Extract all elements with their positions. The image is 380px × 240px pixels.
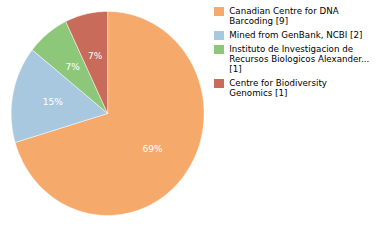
html-text:Centre for Biodiversity Genomi: Centre for Biodiversity Genomics [1] [229,78,327,98]
svg-text:7%: 7% [88,51,103,61]
svg-text:7%: 7% [66,62,81,72]
svg-text:15%: 15% [43,97,64,107]
html-text:Mined from GenBank, NCBI [2]: Mined from GenBank, NCBI [2] [229,30,363,40]
html-text:Canadian Centre for DNA Barcod: Canadian Centre for DNA Barcoding [9] [229,6,339,26]
html-text:Instituto de Investigacion de: Instituto de Investigacion de Recursos B… [229,44,370,74]
svg-text:69%: 69% [142,144,163,154]
